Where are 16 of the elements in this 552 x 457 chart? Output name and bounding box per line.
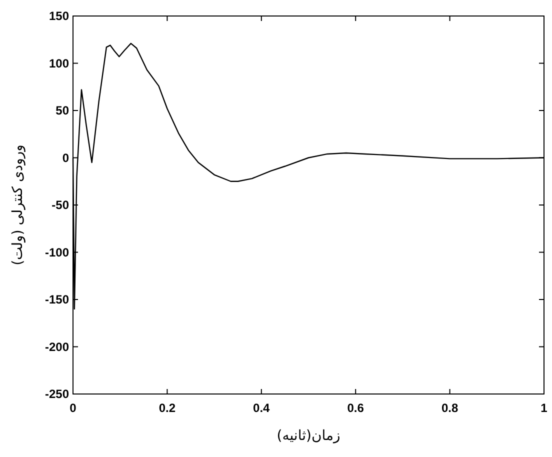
y-axis-title: ورودی کنترلی (ولت) [10, 144, 26, 266]
y-tick-label: -50 [52, 198, 70, 212]
x-tick-label: 0.8 [441, 401, 458, 415]
y-tick-label: -150 [44, 292, 70, 306]
x-axis-title: زمان(ثانیه) [276, 428, 340, 444]
y-tick-label: 0 [62, 150, 70, 165]
y-tick-label: 100 [48, 56, 70, 70]
x-tick-label: 1 [540, 401, 548, 415]
y-tick-label: 150 [48, 9, 70, 23]
y-tick-label: -250 [44, 387, 70, 401]
y-tick-label: -100 [44, 245, 70, 260]
x-tick-label: 0.4 [253, 401, 270, 415]
y-tick-label: -200 [44, 340, 70, 354]
x-tick-label: 0.2 [158, 401, 176, 415]
y-tick-label: 50 [56, 104, 70, 118]
x-tick-label: 0.6 [347, 401, 364, 415]
